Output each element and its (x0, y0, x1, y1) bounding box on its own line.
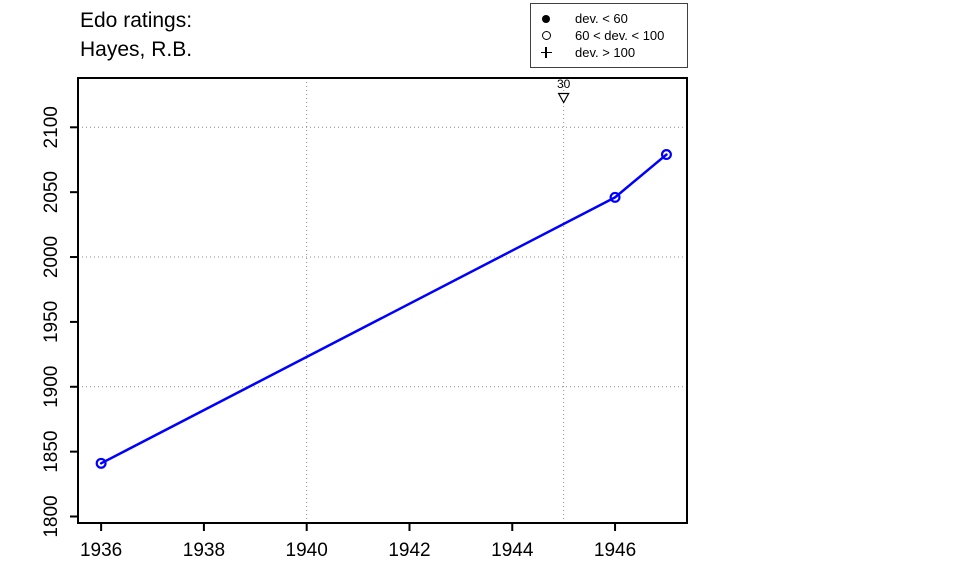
legend-item-dev-60-100: 60 < dev. < 100 (539, 28, 687, 43)
y-axis-tick-label: 2000 (41, 236, 62, 278)
y-axis-tick-label: 1800 (41, 495, 62, 537)
x-axis-tick-label: 1944 (491, 540, 534, 561)
rating-point-marker (660, 149, 672, 161)
legend-item-dev-lt-60: dev. < 60 (539, 11, 687, 26)
legend-label: dev. < 60 (575, 11, 628, 26)
y-axis-tick-label: 2100 (41, 106, 62, 148)
legend-label: dev. > 100 (575, 45, 636, 60)
y-axis-tick-label: 2050 (41, 171, 62, 213)
filled-circle-icon (539, 14, 553, 23)
plus-icon (539, 47, 553, 58)
x-axis-tick-label: 1936 (80, 540, 122, 561)
y-axis-tick-label: 1850 (41, 431, 62, 473)
chart-title-line1: Edo ratings: (80, 9, 193, 32)
x-axis-tick-label: 1942 (388, 540, 430, 561)
legend: dev. < 60 60 < dev. < 100 dev. > 100 (530, 3, 688, 68)
rating-point-marker (95, 457, 107, 469)
x-axis-tick-label: 1940 (286, 540, 328, 561)
y-axis-tick-label: 1900 (41, 366, 62, 408)
chart-title-line2: Hayes, R.B. (80, 38, 193, 61)
x-axis-tick-label: 1938 (183, 540, 225, 561)
legend-label: 60 < dev. < 100 (575, 28, 665, 43)
x-axis-tick-label: 1946 (594, 540, 636, 561)
game-count-label: 30 (557, 77, 571, 91)
triangle-down-icon (557, 92, 570, 104)
rating-point-marker (609, 191, 621, 203)
y-axis-tick-label: 1950 (41, 301, 62, 343)
open-circle-icon (539, 31, 553, 40)
chart-title: Edo ratings: Hayes, R.B. (80, 6, 192, 64)
legend-item-dev-gt-100: dev. > 100 (539, 45, 687, 60)
rating-line (99, 153, 668, 465)
plot-border (77, 77, 688, 524)
